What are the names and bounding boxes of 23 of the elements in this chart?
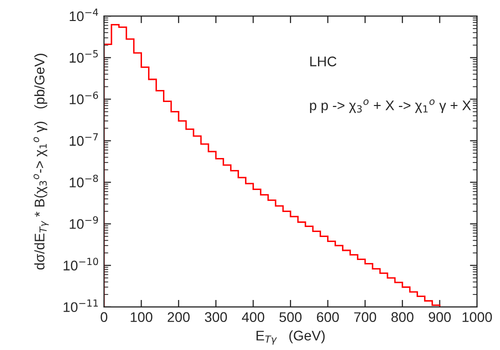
x-tick-label: 100	[130, 312, 152, 322]
x-tick-label: 800	[391, 312, 414, 322]
annotation: p p -> χ$_{3}$$^{o}$ + X -> χ$_{1}$$^{o}$ γ + X	[310, 99, 471, 114]
y-tick-label: 10$^{−5}$	[70, 50, 98, 63]
y-tick-label: 10$^{−7}$	[70, 133, 98, 146]
y-tick-label: 10$^{−4}$	[70, 8, 98, 22]
x-tick-label: 600	[316, 312, 339, 322]
x-tick-label: 300	[204, 312, 227, 322]
y-tick-label: 10$^{−9}$	[70, 216, 98, 229]
x-tick-label: 900	[428, 312, 451, 322]
x-tick-label: 200	[168, 312, 190, 322]
y-tick-label: 10$^{−8}$	[70, 174, 98, 188]
y-tick-label: 10$^{−11}$	[64, 299, 98, 312]
x-tick-label: 400	[242, 312, 264, 322]
text: E$_{Tγ}$ (GeV)	[256, 330, 325, 345]
x-tick-label: 500	[279, 312, 302, 322]
y-tick-label: 10$^{−6}$	[70, 92, 98, 104]
annotation: LHC	[310, 56, 336, 66]
x-tick-label: 1000	[462, 312, 492, 322]
x-tick-label: 700	[354, 312, 376, 322]
x-tick-label: 0	[100, 312, 108, 322]
y-tick-label: 10$^{−10}$	[64, 258, 98, 270]
text: dσ/dE$_{Tγ}$ * B(χ$_{3}$$^{o}$-> χ$_{1}$$^{o}$ γ) (pb/GeV)	[34, 54, 49, 270]
